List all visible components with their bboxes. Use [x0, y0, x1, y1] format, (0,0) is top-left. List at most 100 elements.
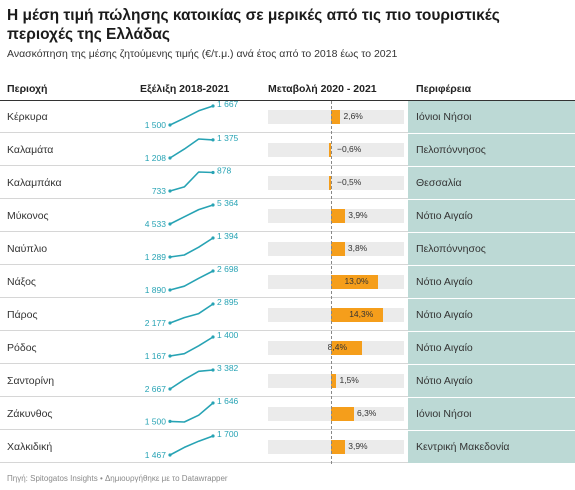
price-sparkline: 1 167 1 400 [145, 330, 239, 361]
sparkline-path [169, 270, 214, 291]
sparkline-point [211, 401, 215, 405]
column-header-region: Περιφέρεια [416, 83, 472, 95]
price-sparkline: 2 667 3 382 [145, 363, 239, 394]
region-name: Νότιο Αιγαίο [416, 276, 473, 288]
change-bar-cell: 13,0% [268, 266, 404, 298]
change-bar-cell: 6,3% [268, 398, 404, 430]
change-bar-cell: −0,5% [268, 167, 404, 199]
sparkline-point [168, 321, 172, 325]
area-name: Κέρκυρα [7, 111, 48, 123]
source-footer: Πηγή: Spitogatos Insights • Δημιουργήθηκ… [7, 474, 228, 483]
change-value-label: −0,6% [337, 144, 362, 154]
change-bar-cell: 1,5% [268, 365, 404, 397]
sparkline-point [211, 335, 215, 339]
region-name: Κεντρική Μακεδονία [416, 441, 510, 453]
change-bar-cell: 2,6% [268, 101, 404, 133]
table-row: Κέρκυρα 1 500 1 667 2,6% Ιόνιοι Νήσοι [0, 99, 575, 133]
region-name: Νότιο Αιγαίο [416, 375, 473, 387]
sparkline-point [211, 138, 215, 142]
sparkline-end-label: 1 394 [217, 231, 239, 241]
sparkline-end-label: 2 895 [217, 297, 239, 307]
price-sparkline: 4 533 5 364 [145, 198, 239, 229]
region-name: Πελοπόννησος [416, 243, 486, 255]
sparkline-point [168, 288, 172, 292]
sparkline-end-label: 1 667 [217, 99, 239, 109]
area-name: Σαντορίνη [7, 375, 55, 387]
sparkline-path [169, 336, 214, 357]
price-sparkline: 1 208 1 375 [145, 133, 239, 163]
table-row: Καλαμπάκα 733 878 −0,5% Θεσσαλία [0, 166, 575, 199]
area-name: Μύκονος [7, 210, 49, 222]
table-row: Σαντορίνη 2 667 3 382 1,5% Νότιο Αιγαίο [0, 363, 575, 397]
price-sparkline: 1 890 2 698 [145, 264, 239, 295]
sparkline-path [169, 237, 214, 258]
area-name: Νάξος [7, 276, 36, 288]
region-cell-background [408, 266, 575, 298]
sparkline-path [169, 303, 214, 324]
region-cell-background [408, 431, 575, 463]
change-bar-track [268, 143, 404, 157]
sparkline-path [169, 369, 214, 390]
price-sparkline: 1 467 1 700 [145, 429, 239, 460]
sparkline-point [168, 222, 172, 226]
sparkline-point [211, 236, 215, 240]
change-value-label: 13,0% [344, 276, 369, 286]
area-name: Ρόδος [7, 342, 37, 354]
price-sparkline: 1 289 1 394 [145, 231, 239, 262]
region-name: Πελοπόννησος [416, 144, 486, 156]
sparkline-path [169, 105, 214, 126]
sparkline-start-label: 4 533 [145, 219, 167, 229]
price-sparkline: 2 177 2 895 [145, 297, 239, 328]
sparkline-end-label: 1 375 [217, 133, 239, 143]
table-row: Καλαμάτα 1 208 1 375 −0,6% Πελοπόννησος [0, 133, 575, 166]
chart-subtitle: Ανασκόπηση της μέσης ζητούμενης τιμής (€… [7, 48, 398, 60]
table-row: Νάξος 1 890 2 698 13,0% Νότιο Αιγαίο [0, 264, 575, 298]
sparkline-start-label: 1 500 [145, 416, 167, 426]
table-row: Ρόδος 1 167 1 400 8,4% Νότιο Αιγαίο [0, 330, 575, 364]
sparkline-point [168, 156, 172, 160]
table-row: Ναύπλιο 1 289 1 394 3,8% Πελοπόννησος [0, 231, 575, 265]
change-bar-cell: 3,8% [268, 233, 404, 265]
region-name: Νότιο Αιγαίο [416, 342, 473, 354]
change-value-label: 14,3% [349, 309, 374, 319]
sparkline-path [169, 435, 214, 456]
sparkline-end-label: 878 [217, 166, 231, 176]
change-bar-cell: 8,4% [268, 332, 404, 364]
change-bar-track [268, 176, 404, 190]
change-bar [331, 374, 337, 388]
change-value-label: −0,5% [337, 177, 362, 187]
sparkline-point [211, 434, 215, 438]
area-name: Ναύπλιο [7, 243, 48, 255]
table-header: Περιοχή Εξέλιξη 2018-2021 Μεταβολή 2020 … [0, 76, 575, 101]
change-bar [331, 110, 341, 124]
sparkline-start-label: 2 177 [145, 318, 167, 328]
change-bar [329, 176, 331, 190]
region-cell-background [408, 167, 575, 199]
sparkline-start-label: 2 667 [145, 384, 167, 394]
region-cell-background [408, 233, 575, 265]
sparkline-point [211, 269, 215, 273]
region-cell-background [408, 101, 575, 133]
sparkline-start-label: 1 289 [145, 252, 167, 262]
price-sparkline: 1 500 1 667 [145, 99, 239, 130]
table-row: Μύκονος 4 533 5 364 3,9% Νότιο Αιγαίο [0, 198, 575, 232]
region-name: Νότιο Αιγαίο [416, 309, 473, 321]
change-bar [331, 341, 362, 355]
region-cell-background [408, 299, 575, 331]
price-sparkline: 1 500 1 646 [145, 396, 239, 426]
area-name: Ζάκυνθος [7, 408, 53, 420]
sparkline-start-label: 733 [152, 186, 166, 196]
sparkline-point [211, 104, 215, 108]
sparkline-end-label: 1 700 [217, 429, 239, 439]
change-bar [331, 242, 345, 256]
area-name: Καλαμπάκα [7, 177, 62, 189]
change-value-label: 2,6% [343, 111, 363, 121]
sparkline-end-label: 1 400 [217, 330, 239, 340]
sparkline-point [211, 170, 215, 175]
sparkline-point [211, 203, 215, 207]
sparkline-point [168, 354, 172, 358]
sparkline-point [168, 453, 172, 457]
chart-title: Η μέση τιμή πώλησης κατοικίας σε μερικές… [7, 7, 500, 43]
region-cell-background [408, 398, 575, 430]
table-row: Πάρος 2 177 2 895 14,3% Νότιο Αιγαίο [0, 297, 575, 331]
